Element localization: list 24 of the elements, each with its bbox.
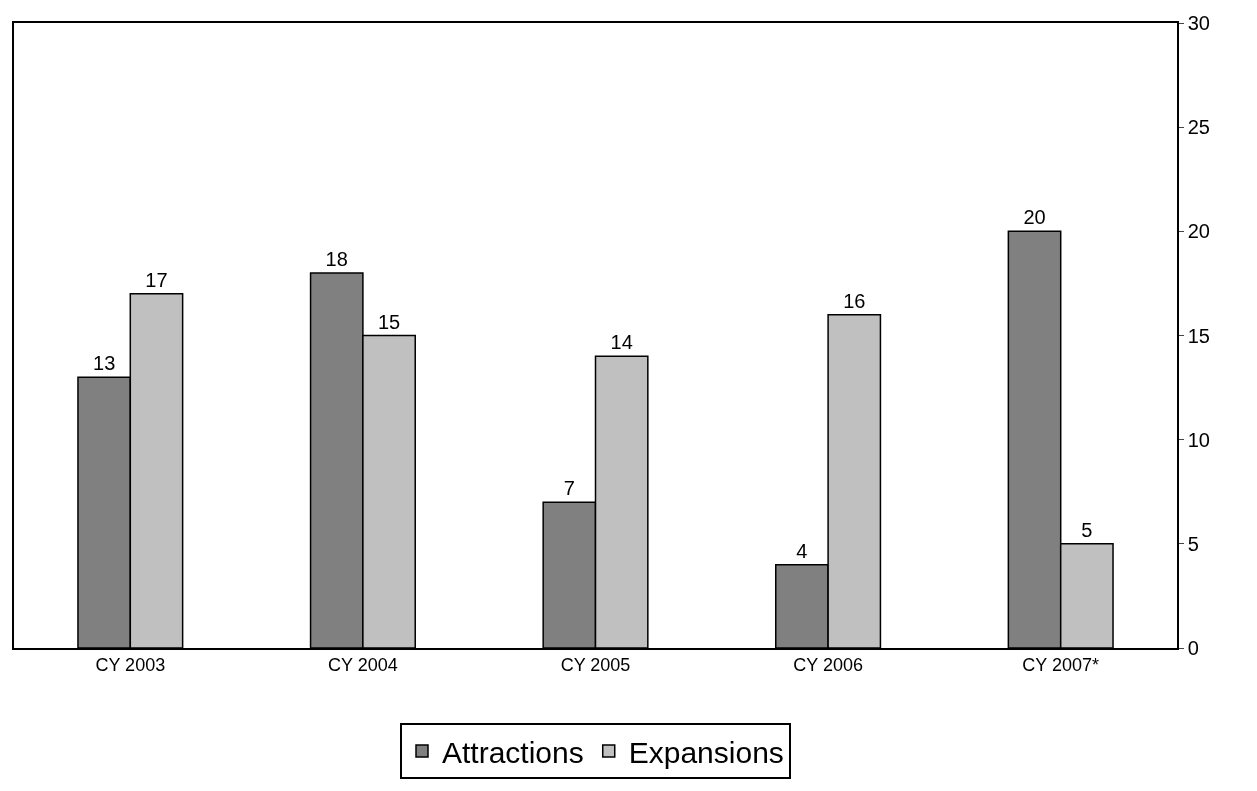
y-tick-label: 15 xyxy=(1187,324,1210,347)
legend-label: Attractions xyxy=(442,735,584,769)
data-label: 5 xyxy=(1081,518,1093,541)
y-tick-label: 0 xyxy=(1187,637,1199,659)
x-tick-label: CY 2006 xyxy=(793,655,863,676)
data-label: 14 xyxy=(610,331,633,354)
data-label: 17 xyxy=(145,268,168,291)
legend-label: Expansions xyxy=(628,735,784,769)
data-label: 20 xyxy=(1023,206,1046,229)
y-tick-label: 10 xyxy=(1187,428,1210,451)
y-tick-label: 25 xyxy=(1187,116,1210,139)
data-label: 15 xyxy=(377,310,401,333)
data-label: 4 xyxy=(796,539,808,562)
data-label: 13 xyxy=(93,352,116,375)
x-tick-label: CY 2004 xyxy=(328,655,398,676)
data-label: 18 xyxy=(325,248,348,270)
y-tick-label: 20 xyxy=(1187,220,1210,243)
y-tick-label: 5 xyxy=(1187,532,1199,555)
data-label: 7 xyxy=(563,477,575,500)
x-tick-label: CY 2005 xyxy=(560,655,631,676)
x-tick-label: CY 2007* xyxy=(1022,655,1100,676)
x-tick-label: CY 2003 xyxy=(95,655,166,676)
y-tick-label: 30 xyxy=(1187,12,1210,34)
data-label: 16 xyxy=(843,289,866,312)
